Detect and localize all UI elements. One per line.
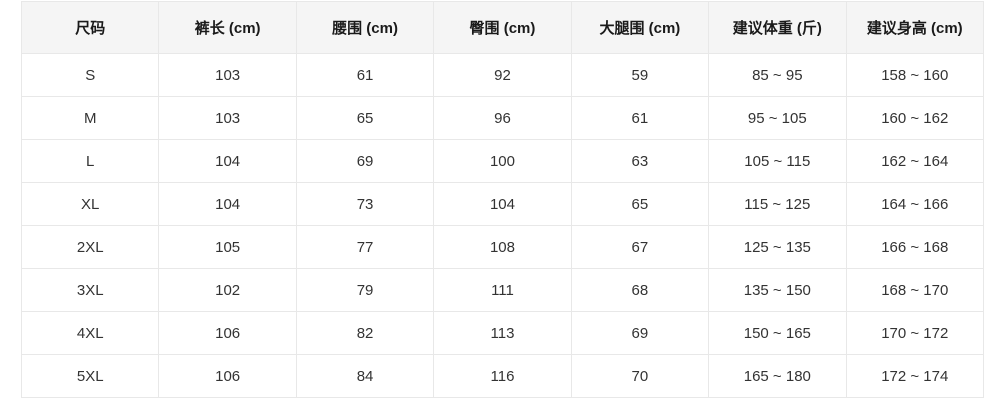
measurement-cell: 102 xyxy=(158,268,297,312)
measurement-cell: 92 xyxy=(433,53,572,97)
measurement-cell: 158 ~ 160 xyxy=(845,53,985,97)
column-header: 臀围 (cm) xyxy=(433,1,572,54)
size-label-cell: L xyxy=(20,139,160,183)
measurement-cell: 85 ~ 95 xyxy=(708,53,847,97)
measurement-cell: 105 xyxy=(158,225,297,269)
measurement-cell: 61 xyxy=(295,53,435,97)
measurement-cell: 106 xyxy=(158,311,297,355)
measurement-cell: 65 xyxy=(570,182,710,226)
size-label-cell: XL xyxy=(20,182,160,226)
measurement-cell: 65 xyxy=(295,96,435,140)
measurement-cell: 111 xyxy=(433,268,572,312)
measurement-cell: 116 xyxy=(433,354,572,398)
measurement-cell: 69 xyxy=(570,311,710,355)
column-header: 建议身高 (cm) xyxy=(845,1,985,54)
column-header: 腰围 (cm) xyxy=(295,1,435,54)
measurement-cell: 104 xyxy=(158,139,297,183)
measurement-cell: 135 ~ 150 xyxy=(708,268,847,312)
measurement-cell: 96 xyxy=(433,96,572,140)
measurement-cell: 103 xyxy=(158,96,297,140)
table-row: 4XL 106 82 113 69 150 ~ 165 170 ~ 172 xyxy=(20,311,985,355)
measurement-cell: 106 xyxy=(158,354,297,398)
measurement-cell: 73 xyxy=(295,182,435,226)
measurement-cell: 170 ~ 172 xyxy=(845,311,985,355)
table-row: L 104 69 100 63 105 ~ 115 162 ~ 164 xyxy=(20,139,985,183)
measurement-cell: 164 ~ 166 xyxy=(845,182,985,226)
column-header: 尺码 xyxy=(20,1,160,54)
table-header-row: 尺码 裤长 (cm) 腰围 (cm) 臀围 (cm) 大腿围 (cm) 建议体重 (斤) 建… xyxy=(20,1,985,54)
size-label-cell: 3XL xyxy=(20,268,160,312)
size-label-cell: 5XL xyxy=(20,354,160,398)
measurement-cell: 82 xyxy=(295,311,435,355)
measurement-cell: 105 ~ 115 xyxy=(708,139,847,183)
measurement-cell: 63 xyxy=(570,139,710,183)
measurement-cell: 68 xyxy=(570,268,710,312)
column-header: 裤长 (cm) xyxy=(158,1,297,54)
table-head: 尺码 裤长 (cm) 腰围 (cm) 臀围 (cm) 大腿围 (cm) 建议体重 (斤) 建… xyxy=(20,1,985,54)
measurement-cell: 168 ~ 170 xyxy=(845,268,985,312)
measurement-cell: 70 xyxy=(570,354,710,398)
measurement-cell: 113 xyxy=(433,311,572,355)
measurement-cell: 95 ~ 105 xyxy=(708,96,847,140)
size-label-cell: 4XL xyxy=(20,311,160,355)
measurement-cell: 108 xyxy=(433,225,572,269)
size-label-cell: 2XL xyxy=(20,225,160,269)
measurement-cell: 100 xyxy=(433,139,572,183)
table-row: M 103 65 96 61 95 ~ 105 160 ~ 162 xyxy=(20,96,985,140)
measurement-cell: 59 xyxy=(570,53,710,97)
measurement-cell: 165 ~ 180 xyxy=(708,354,847,398)
table-row: 3XL 102 79 111 68 135 ~ 150 168 ~ 170 xyxy=(20,268,985,312)
size-chart: 尺码 裤长 (cm) 腰围 (cm) 臀围 (cm) 大腿围 (cm) 建议体重 (斤) 建… xyxy=(20,1,985,398)
measurement-cell: 103 xyxy=(158,53,297,97)
size-chart-table: 尺码 裤长 (cm) 腰围 (cm) 臀围 (cm) 大腿围 (cm) 建议体重 (斤) 建… xyxy=(20,1,985,398)
measurement-cell: 125 ~ 135 xyxy=(708,225,847,269)
measurement-cell: 84 xyxy=(295,354,435,398)
table-row: S 103 61 92 59 85 ~ 95 158 ~ 160 xyxy=(20,53,985,97)
table-row: XL 104 73 104 65 115 ~ 125 164 ~ 166 xyxy=(20,182,985,226)
size-label-cell: M xyxy=(20,96,160,140)
measurement-cell: 166 ~ 168 xyxy=(845,225,985,269)
measurement-cell: 61 xyxy=(570,96,710,140)
column-header: 建议体重 (斤) xyxy=(708,1,847,54)
size-label-cell: S xyxy=(20,53,160,97)
measurement-cell: 172 ~ 174 xyxy=(845,354,985,398)
table-row: 2XL 105 77 108 67 125 ~ 135 166 ~ 168 xyxy=(20,225,985,269)
table-row: 5XL 106 84 116 70 165 ~ 180 172 ~ 174 xyxy=(20,354,985,398)
measurement-cell: 104 xyxy=(433,182,572,226)
measurement-cell: 69 xyxy=(295,139,435,183)
measurement-cell: 160 ~ 162 xyxy=(845,96,985,140)
measurement-cell: 77 xyxy=(295,225,435,269)
column-header: 大腿围 (cm) xyxy=(570,1,710,54)
measurement-cell: 104 xyxy=(158,182,297,226)
measurement-cell: 79 xyxy=(295,268,435,312)
measurement-cell: 150 ~ 165 xyxy=(708,311,847,355)
measurement-cell: 115 ~ 125 xyxy=(708,182,847,226)
measurement-cell: 67 xyxy=(570,225,710,269)
measurement-cell: 162 ~ 164 xyxy=(845,139,985,183)
table-body: S 103 61 92 59 85 ~ 95 158 ~ 160 M 103 65 96 61 95 ~… xyxy=(20,53,985,398)
